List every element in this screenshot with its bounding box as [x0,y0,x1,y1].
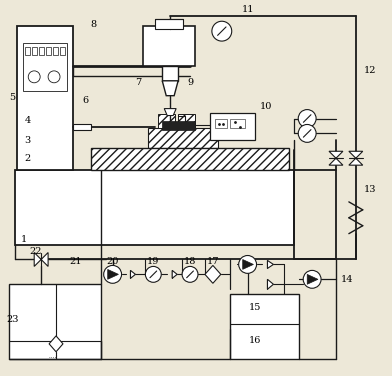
Polygon shape [230,118,245,129]
Polygon shape [210,112,254,140]
Polygon shape [172,270,177,278]
Polygon shape [23,43,67,91]
Polygon shape [267,261,274,268]
Polygon shape [39,47,44,55]
Circle shape [145,267,161,282]
Text: 13: 13 [364,185,376,194]
Text: 17: 17 [207,257,219,266]
Polygon shape [162,120,195,130]
Text: 19: 19 [147,257,160,266]
Text: 12: 12 [364,67,376,75]
Polygon shape [60,47,65,55]
Polygon shape [215,118,227,129]
Polygon shape [162,66,178,81]
Circle shape [48,71,60,83]
Text: 20: 20 [107,257,119,266]
Polygon shape [349,151,363,158]
Text: 22: 22 [29,247,42,256]
Polygon shape [158,114,175,129]
Polygon shape [131,270,136,278]
Polygon shape [148,129,218,148]
Polygon shape [155,19,183,29]
Text: 7: 7 [135,78,142,87]
Circle shape [298,124,316,143]
Text: 18: 18 [184,257,196,266]
Polygon shape [267,279,274,289]
Polygon shape [41,253,48,267]
Circle shape [28,71,40,83]
Text: 8: 8 [91,20,97,29]
Text: 4: 4 [24,116,31,125]
Polygon shape [329,151,343,158]
Polygon shape [9,284,101,359]
Polygon shape [230,294,299,359]
Polygon shape [15,170,294,244]
Circle shape [182,267,198,282]
Polygon shape [329,158,343,165]
Text: 1: 1 [21,235,27,244]
Polygon shape [25,47,30,55]
Circle shape [303,270,321,288]
Polygon shape [34,253,41,267]
Text: 9: 9 [187,78,193,87]
Text: 16: 16 [249,337,261,346]
Text: 14: 14 [341,275,354,284]
Polygon shape [243,259,253,269]
Circle shape [212,21,232,41]
Polygon shape [53,47,58,55]
Polygon shape [307,274,318,284]
Polygon shape [205,265,221,283]
Circle shape [104,265,122,283]
Text: 21: 21 [70,257,82,266]
Polygon shape [91,148,289,170]
Text: 2: 2 [24,154,31,163]
Circle shape [298,109,316,127]
Text: 11: 11 [241,5,254,14]
Polygon shape [49,336,63,352]
Text: 6: 6 [83,96,89,105]
Polygon shape [108,270,118,279]
Text: 10: 10 [260,102,272,111]
Polygon shape [143,26,195,66]
Text: 3: 3 [24,136,31,145]
Circle shape [239,256,256,273]
Polygon shape [73,124,91,130]
Text: 23: 23 [6,315,19,323]
Polygon shape [162,81,178,96]
Polygon shape [349,158,363,165]
Polygon shape [164,109,176,115]
Polygon shape [46,47,51,55]
Text: 5: 5 [9,93,16,102]
Polygon shape [178,114,195,129]
Polygon shape [32,47,37,55]
Polygon shape [17,26,73,170]
Text: 15: 15 [249,303,261,312]
